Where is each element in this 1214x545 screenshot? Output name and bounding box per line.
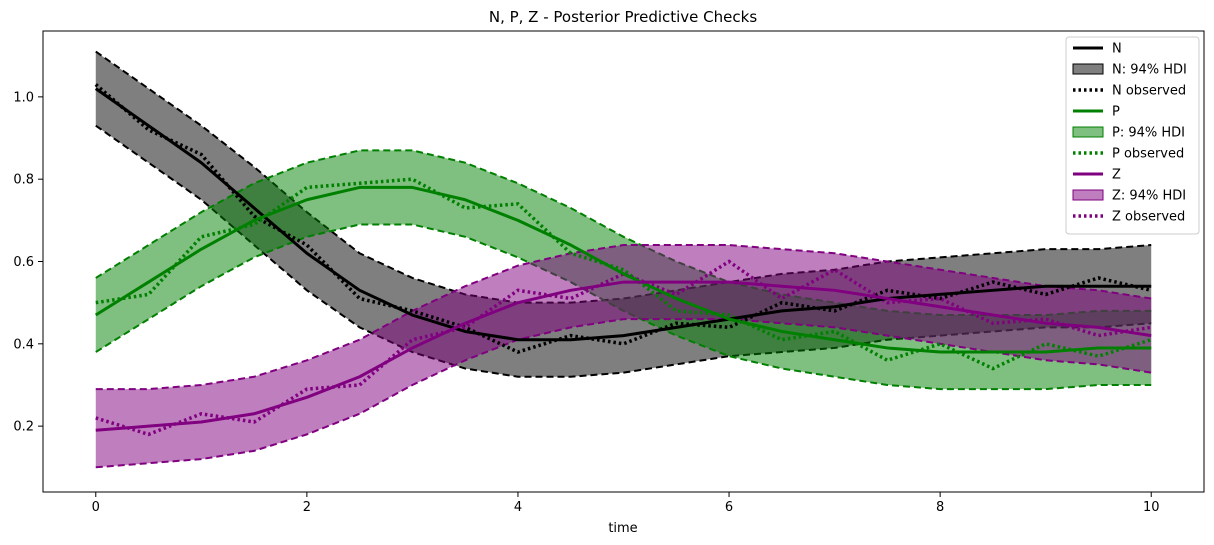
- y-tick-label: 0.8: [13, 173, 34, 188]
- legend-label: Z: [1112, 168, 1121, 183]
- y-tick-label: 0.4: [13, 337, 34, 352]
- y-tick-label: 0.2: [13, 420, 34, 435]
- mean-line-z: [95, 280, 1152, 432]
- legend-swatch-patch: [1072, 63, 1104, 75]
- hdi-bands: [95, 50, 1152, 469]
- mean-line-p: [94, 185, 1152, 354]
- legend-label: P observed: [1112, 147, 1184, 162]
- legend-box: [1065, 36, 1200, 235]
- legend-label: Z: 94% HDI: [1112, 189, 1186, 204]
- legend-label: Z observed: [1112, 210, 1185, 225]
- legend-label: P: [1112, 105, 1120, 120]
- legend-label: P: 94% HDI: [1112, 126, 1185, 141]
- hdi-band-z: [95, 245, 1152, 468]
- x-tick-label: 8: [936, 500, 944, 515]
- x-axis-label: time: [608, 521, 637, 536]
- hdi-upper-edge-z: [95, 244, 1152, 391]
- y-tick-label: 0.6: [13, 255, 34, 270]
- y-tick-label: 1.0: [13, 90, 34, 105]
- chart-title: N, P, Z - Posterior Predictive Checks: [489, 8, 757, 26]
- x-tick-label: 10: [1143, 500, 1160, 515]
- legend-label: N: [1112, 42, 1122, 57]
- legend-label: N observed: [1112, 84, 1186, 99]
- hdi-lower-edge-z: [95, 318, 1152, 469]
- x-tick-label: 2: [303, 500, 311, 515]
- series-lines: [94, 83, 1152, 437]
- mean-line-n: [94, 87, 1152, 342]
- legend: N N: 94% HDI N observed P P: 94% HDI P observ…: [1065, 36, 1200, 235]
- x-tick-label: 0: [92, 500, 100, 515]
- x-tick-label: 4: [514, 500, 522, 515]
- legend-swatch-patch: [1072, 126, 1104, 138]
- axes: 0 2 4 6 8 10 0.2 0.4 0.6 0.8 1.0: [13, 30, 1205, 515]
- legend-swatch-patch: [1072, 189, 1104, 201]
- x-tick-label: 6: [725, 500, 733, 515]
- legend-label: N: 94% HDI: [1112, 63, 1187, 78]
